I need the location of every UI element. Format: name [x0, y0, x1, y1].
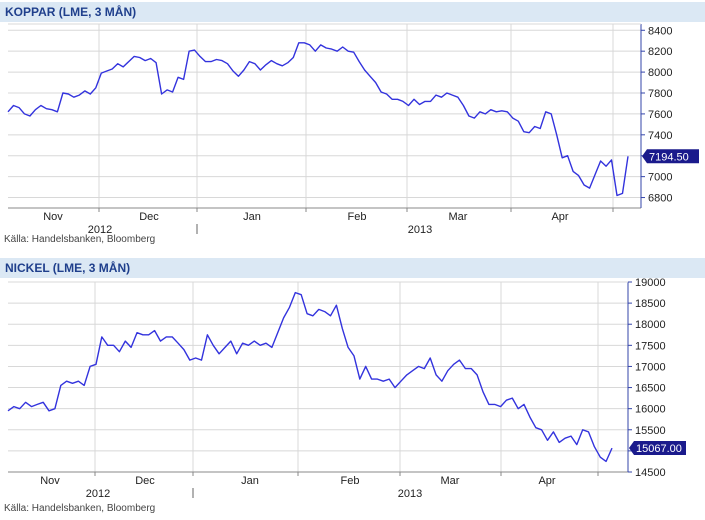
nickel-month-label: Nov [40, 475, 60, 487]
copper-y-tick-label: 7400 [648, 130, 672, 142]
nickel-y-tick-label: 14500 [635, 467, 666, 479]
nickel-year-label: 2013 [398, 488, 422, 500]
nickel-y-tick-label: 18000 [635, 319, 666, 331]
nickel-chart-header: NICKEL (LME, 3 MÅN) [0, 258, 705, 278]
copper-month-label: Dec [139, 211, 159, 223]
copper-y-tick-label: 7800 [648, 88, 672, 100]
nickel-chart-source: Källa: Handelsbanken, Bloomberg [4, 503, 156, 514]
nickel-month-label: Apr [538, 475, 555, 487]
copper-last-value-label: 7194.50 [649, 151, 689, 163]
copper-year-label: 2012 [88, 224, 112, 236]
copper-chart-source: Källa: Handelsbanken, Bloomberg [4, 234, 156, 245]
copper-year-label: 2013 [408, 224, 432, 236]
copper-chart: 840082008000780076007400720070006800NovD… [7, 23, 699, 236]
copper-month-label: Nov [43, 211, 63, 223]
copper-price-line [7, 42, 629, 197]
copper-y-tick-label: 8200 [648, 46, 672, 58]
nickel-month-label: Feb [341, 475, 360, 487]
copper-month-label: Feb [348, 211, 367, 223]
nickel-y-tick-label: 17000 [635, 361, 666, 373]
copper-chart-title: KOPPAR (LME, 3 MÅN) [5, 5, 137, 19]
nickel-month-label: Dec [135, 475, 155, 487]
nickel-chart-title: NICKEL (LME, 3 MÅN) [5, 261, 131, 275]
nickel-y-tick-label: 19000 [635, 277, 666, 289]
nickel-month-label: Jan [241, 475, 259, 487]
copper-y-tick-label: 7000 [648, 172, 672, 184]
copper-last-value-tag [642, 149, 699, 164]
nickel-y-tick-label: 16500 [635, 383, 666, 395]
nickel-last-value-label: 15067.00 [636, 443, 682, 455]
nickel-y-tick-label: 15500 [635, 425, 666, 437]
copper-month-label: Jan [243, 211, 261, 223]
nickel-last-value-tag [629, 441, 686, 456]
copper-chart-header: KOPPAR (LME, 3 MÅN) [0, 2, 705, 22]
nickel-chart-panel: NICKEL (LME, 3 MÅN) 19000 18500 18000 17500… [0, 256, 705, 520]
copper-y-tick-label: 7600 [648, 109, 672, 121]
nickel-year-label: 2012 [86, 488, 110, 500]
nickel-y-tick-label: 16000 [635, 404, 666, 416]
nickel-chart: 19000 18500 18000 17500 17000 16500 16000 15500… [7, 277, 686, 500]
copper-month-label: Mar [449, 211, 468, 223]
copper-month-label: Apr [551, 211, 568, 223]
copper-y-tick-label: 6800 [648, 193, 672, 205]
copper-y-tick-label: 8400 [648, 25, 672, 37]
nickel-price-line [7, 291, 613, 463]
copper-chart-panel: KOPPAR (LME, 3 MÅN) 8400 8200 8000 7800 7600… [0, 0, 705, 250]
nickel-y-tick-label: 18500 [635, 298, 666, 310]
copper-y-tick-label: 8000 [648, 67, 672, 79]
nickel-month-label: Mar [441, 475, 460, 487]
nickel-y-tick-label: 17500 [635, 340, 666, 352]
